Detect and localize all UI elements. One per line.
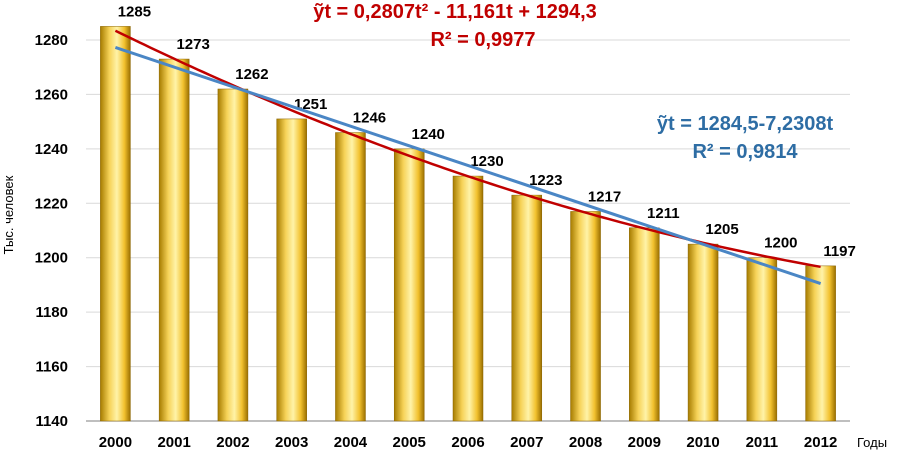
linear-trendline (114, 46, 822, 285)
x-tick-label: 2003 (275, 434, 308, 451)
bars (100, 26, 836, 422)
data-labels: 1285127312621251124612401230122312171211… (118, 3, 856, 259)
bar (511, 194, 543, 422)
bar (276, 118, 307, 422)
y-tick-label: 1180 (35, 304, 68, 321)
data-label: 1223 (529, 172, 562, 189)
x-tick-label: 2004 (334, 434, 368, 451)
poly-equation: ỹt = 0,2807t² - 11,161t + 1294,3 (313, 1, 597, 23)
x-tick-label: 2000 (99, 434, 132, 451)
bar (335, 132, 366, 422)
y-tick-label: 1280 (35, 32, 68, 49)
data-label: 1262 (235, 66, 268, 83)
y-tick-label: 1260 (35, 86, 68, 103)
bar (217, 88, 249, 422)
y-tick-label: 1140 (35, 413, 68, 430)
data-label: 1285 (118, 3, 151, 20)
x-tick-label: 2009 (628, 434, 661, 451)
data-label: 1273 (176, 36, 209, 53)
data-label: 1217 (588, 188, 621, 205)
x-tick-label: 2011 (746, 434, 779, 451)
x-tick-label: 2007 (510, 434, 543, 451)
x-tick-label: 2002 (216, 434, 249, 451)
y-axis-label: Тыс. человек (1, 175, 16, 254)
bar (629, 227, 660, 422)
x-axis-label: Годы (857, 435, 887, 450)
bar (100, 26, 131, 422)
bar (570, 211, 601, 422)
trendlines (114, 29, 822, 285)
x-axis: 2000 2001 2002 2003 2004 2005 2006 2007 2008 2009… (99, 434, 838, 451)
bar (158, 58, 190, 422)
y-tick-label: 1220 (35, 195, 68, 212)
y-tick-label: 1200 (35, 250, 68, 267)
x-tick-label: 2006 (451, 434, 484, 451)
bar (746, 257, 778, 422)
bar (687, 243, 719, 422)
bar (393, 148, 425, 422)
data-label: 1211 (647, 205, 680, 222)
x-tick-label: 2001 (157, 434, 190, 451)
x-tick-label: 2010 (686, 434, 719, 451)
y-tick-label: 1160 (35, 359, 68, 376)
bar (805, 265, 836, 422)
data-label: 1240 (412, 126, 445, 143)
data-label: 1246 (353, 110, 386, 127)
x-tick-label: 2012 (804, 434, 837, 451)
data-label: 1205 (705, 221, 738, 238)
x-tick-label: 2005 (393, 434, 426, 451)
y-axis: 1140 1160 1180 1200 1220 1240 1260 1280 (35, 32, 68, 430)
data-label: 1230 (470, 153, 503, 170)
linear-equation: ỹt = 1284,5-7,2308t (657, 113, 834, 135)
poly-r2: R² = 0,9977 (430, 29, 535, 51)
x-tick-label: 2008 (569, 434, 602, 451)
bar (452, 175, 484, 422)
linear-r2: R² = 0,9814 (692, 141, 798, 163)
data-label: 1197 (823, 243, 856, 260)
y-tick-label: 1240 (35, 141, 68, 158)
data-label: 1200 (764, 235, 797, 252)
